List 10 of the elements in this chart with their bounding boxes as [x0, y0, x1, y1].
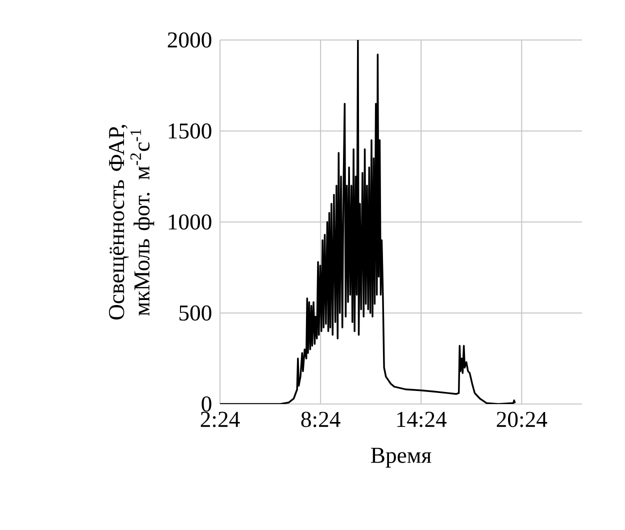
y-tick-label: 2000 — [168, 32, 212, 48]
y-tick-label: 0 — [202, 396, 212, 412]
y-tick-label: 1500 — [168, 123, 212, 139]
x-tick-label: 2:24 — [200, 412, 240, 428]
x-tick-label: 8:24 — [301, 412, 340, 428]
x-axis-title: Время — [371, 448, 432, 468]
y-tick-label: 500 — [180, 305, 212, 321]
x-tick-label: 20:24 — [496, 412, 548, 428]
y-tick-label: 1000 — [168, 214, 212, 230]
x-tick-label: 14:24 — [397, 412, 447, 428]
